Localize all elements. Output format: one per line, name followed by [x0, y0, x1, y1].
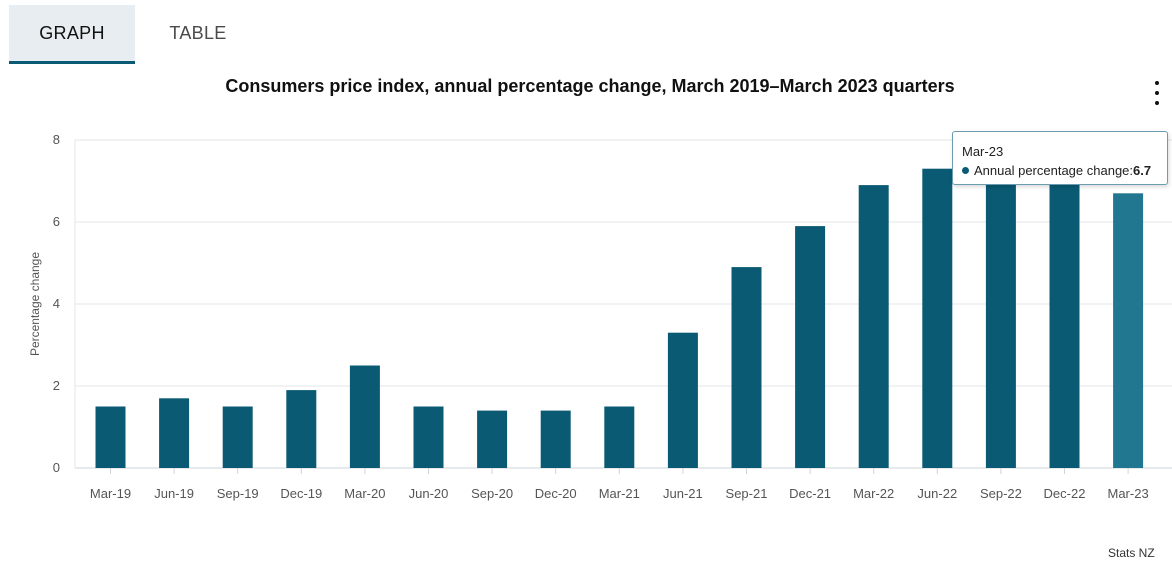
x-tick-label: Dec-21	[789, 486, 831, 501]
chart-tooltip: Mar-23 Annual percentage change: 6.7	[952, 131, 1168, 185]
tooltip-series-label: Annual percentage change:	[974, 163, 1134, 178]
x-tick-label: Sep-21	[726, 486, 768, 501]
bar-dec-20[interactable]	[540, 410, 571, 468]
bar-mar-20[interactable]	[349, 365, 380, 469]
source-credit: Stats NZ	[1108, 546, 1155, 560]
x-tick-label: Sep-22	[980, 486, 1022, 501]
bars	[95, 168, 1144, 469]
bar-jun-21[interactable]	[667, 332, 698, 468]
chart-title: Consumers price index, annual percentage…	[225, 76, 955, 96]
bar-mar-21[interactable]	[604, 406, 635, 469]
y-tick-label: 0	[53, 460, 60, 475]
x-tick-label: Dec-19	[280, 486, 322, 501]
kebab-menu-icon[interactable]	[1148, 80, 1166, 106]
x-tick-label: Dec-20	[535, 486, 577, 501]
x-tick-label: Dec-22	[1044, 486, 1086, 501]
bar-mar-23[interactable]	[1113, 193, 1144, 469]
tooltip-category: Mar-23	[962, 144, 1004, 159]
x-tick-label: Sep-20	[471, 486, 513, 501]
tooltip-value: 6.7	[1133, 163, 1152, 178]
bar-jun-22[interactable]	[922, 168, 953, 468]
bar-mar-19[interactable]	[95, 406, 126, 469]
series-dot-icon	[962, 167, 969, 174]
bar-jun-20[interactable]	[413, 406, 444, 469]
bar-dec-21[interactable]	[795, 226, 826, 468]
x-tick-label: Jun-20	[409, 486, 449, 501]
y-tick-label: 2	[53, 378, 60, 393]
bar-sep-19[interactable]	[222, 406, 253, 469]
bar-dec-22[interactable]	[1049, 172, 1080, 469]
x-axis-ticks: Mar-19 Jun-19 Sep-19 Dec-19 Mar-20 Jun-20 Sep-…	[90, 468, 1149, 501]
bar-mar-22[interactable]	[858, 185, 889, 468]
bar-sep-22[interactable]	[985, 172, 1016, 469]
x-tick-label: Mar-19	[90, 486, 131, 501]
tab-table[interactable]: TABLE	[169, 22, 227, 43]
view-tabs: GRAPH TABLE	[9, 5, 261, 64]
tab-graph[interactable]: GRAPH	[9, 5, 135, 64]
x-tick-label: Mar-20	[344, 486, 385, 501]
x-tick-label: Mar-21	[599, 486, 640, 501]
bar-dec-19[interactable]	[286, 390, 317, 468]
y-tick-label: 6	[53, 214, 60, 229]
bar-sep-21[interactable]	[731, 267, 762, 468]
y-tick-label: 4	[53, 296, 60, 311]
bar-sep-20[interactable]	[477, 410, 508, 468]
bar-jun-19[interactable]	[159, 398, 190, 468]
x-tick-label: Jun-21	[663, 486, 703, 501]
x-tick-label: Mar-23	[1108, 486, 1149, 501]
x-tick-label: Sep-19	[217, 486, 259, 501]
y-axis-label: Percentage change	[28, 252, 42, 356]
y-axis-ticks: 0 2 4 6 8	[53, 132, 60, 475]
x-tick-label: Mar-22	[853, 486, 894, 501]
x-tick-label: Jun-19	[154, 486, 194, 501]
y-tick-label: 8	[53, 132, 60, 147]
x-tick-label: Jun-22	[917, 486, 957, 501]
